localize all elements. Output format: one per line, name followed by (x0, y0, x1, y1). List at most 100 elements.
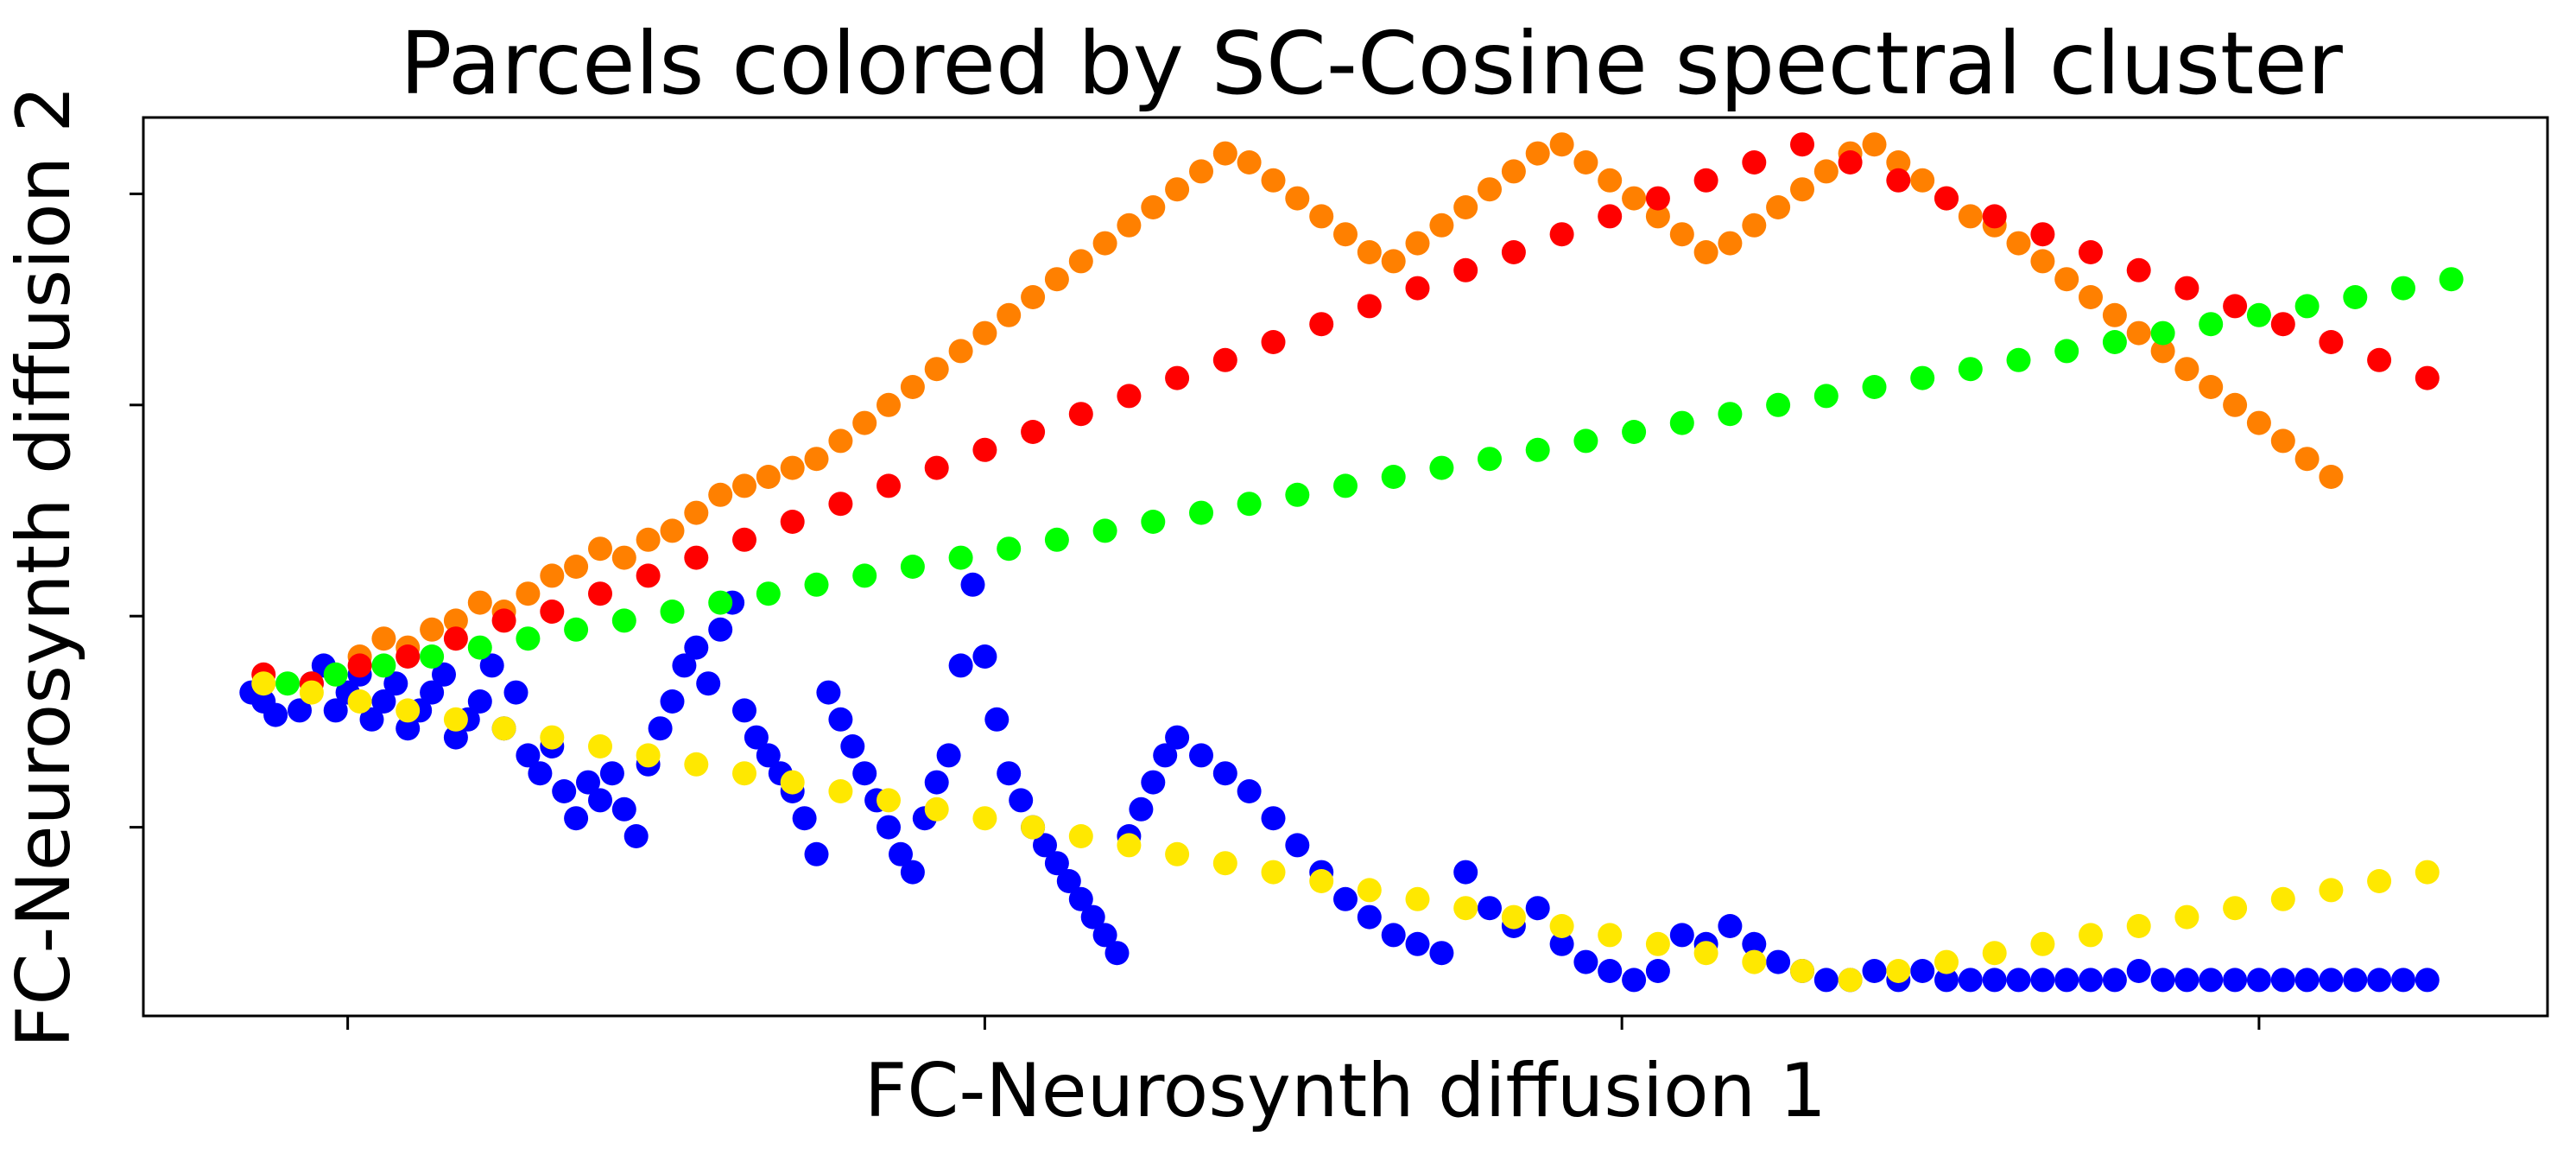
scatter-point-s2-4 (443, 626, 468, 651)
scatter-point-s1-81 (2294, 447, 2320, 472)
scatter-point-s3-9 (708, 590, 733, 615)
scatter-point-s0-10 (371, 689, 396, 714)
scatter-point-s4-35 (1934, 949, 1959, 974)
scatter-point-s0-12 (396, 716, 421, 741)
scatter-point-s0-118 (2174, 968, 2199, 993)
scatter-point-s3-30 (1718, 402, 1743, 427)
scatter-point-s1-44 (1405, 231, 1430, 256)
scatter-point-s0-79 (1237, 779, 1262, 803)
scatter-point-s3-10 (756, 581, 781, 606)
scatter-point-s0-73 (1129, 796, 1154, 822)
scatter-point-s0-83 (1333, 886, 1358, 911)
scatter-point-s3-19 (1189, 500, 1213, 525)
scatter-point-s2-29 (1645, 186, 1670, 211)
scatter-point-s0-56 (924, 770, 949, 795)
scatter-point-s0-59 (960, 572, 985, 597)
scatter-point-s3-31 (1766, 392, 1791, 417)
scatter-point-s2-7 (588, 581, 612, 606)
scatter-point-s2-19 (1165, 365, 1190, 390)
scatter-point-s2-22 (1309, 312, 1334, 337)
scatter-point-s1-53 (1622, 186, 1647, 211)
scatter-point-s4-14 (924, 796, 949, 822)
scatter-point-s0-69 (1080, 904, 1105, 930)
scatter-point-s4-36 (1982, 941, 2007, 966)
scatter-point-s0-57 (936, 743, 961, 768)
scatter-point-s0-68 (1068, 886, 1093, 911)
scatter-point-s0-99 (1718, 914, 1743, 938)
scatter-point-s3-40 (2199, 312, 2224, 337)
scatter-point-s1-41 (1333, 222, 1358, 247)
scatter-point-s0-6 (323, 698, 348, 723)
scatter-point-s2-6 (540, 600, 565, 624)
scatter-point-s1-75 (2150, 339, 2175, 364)
scatter-point-s1-1 (371, 626, 396, 651)
scatter-point-s1-76 (2174, 357, 2199, 382)
scatter-point-s1-20 (828, 428, 853, 454)
scatter-point-s3-32 (1813, 384, 1839, 409)
scatter-point-s3-7 (611, 608, 636, 633)
scatter-point-s4-18 (1117, 833, 1142, 858)
scatter-point-s2-32 (1790, 132, 1814, 157)
scatter-point-s0-47 (816, 680, 841, 705)
scatter-point-s3-5 (516, 626, 541, 651)
scatter-point-s0-21 (503, 680, 528, 705)
scatter-point-s3-2 (371, 653, 396, 678)
scatter-point-s3-38 (2102, 330, 2127, 354)
scatter-point-s0-31 (623, 824, 649, 848)
scatter-point-s4-34 (1886, 959, 1911, 983)
scatter-point-s3-41 (2246, 302, 2271, 327)
scatter-point-s0-117 (2150, 968, 2175, 993)
scatter-point-s4-9 (684, 752, 709, 777)
scatter-point-s3-23 (1381, 465, 1406, 489)
scatter-point-s0-49 (840, 734, 865, 758)
scatter-point-s2-37 (2030, 222, 2055, 247)
scatter-point-s4-43 (2319, 878, 2344, 903)
scatter-point-s0-27 (576, 770, 600, 795)
scatter-point-s2-10 (732, 527, 756, 552)
scatter-point-s1-42 (1357, 240, 1382, 264)
scatter-point-s0-86 (1405, 931, 1430, 956)
scatter-point-s3-25 (1478, 447, 1502, 472)
scatter-point-s0-122 (2270, 968, 2295, 993)
scatter-point-s4-37 (2030, 931, 2055, 956)
scatter-point-s0-18 (467, 689, 492, 714)
scatter-point-s3-13 (900, 555, 925, 579)
scatter-point-s1-48 (1501, 159, 1526, 184)
scatter-point-s0-28 (588, 788, 612, 813)
scatter-point-s0-67 (1056, 869, 1081, 893)
scatter-point-s0-107 (1910, 959, 1935, 983)
scatter-point-s4-2 (347, 689, 372, 714)
scatter-point-s2-21 (1261, 330, 1286, 354)
scatter-point-s1-9 (564, 555, 589, 579)
scatter-point-s1-77 (2199, 375, 2224, 399)
plot-frame (142, 116, 2549, 1018)
scatter-point-s3-26 (1525, 437, 1550, 462)
scatter-point-s0-77 (1189, 743, 1213, 768)
scatter-point-s3-15 (997, 536, 1022, 562)
x-axis-label: FC-Neurosynth diffusion 1 (864, 1048, 1826, 1134)
scatter-point-s3-11 (804, 572, 829, 597)
scatter-point-s4-19 (1165, 841, 1190, 866)
scatter-point-s1-47 (1478, 177, 1502, 202)
scatter-point-s1-52 (1598, 168, 1623, 193)
scatter-point-s2-41 (2223, 294, 2248, 319)
scatter-point-s0-11 (383, 671, 408, 696)
scatter-point-s0-3 (288, 698, 312, 723)
scatter-point-s3-16 (1044, 527, 1069, 552)
scatter-point-s1-40 (1309, 204, 1334, 229)
scatter-point-s4-42 (2270, 886, 2295, 911)
scatter-point-s2-13 (877, 473, 901, 498)
scatter-point-s4-28 (1598, 923, 1623, 948)
scatter-point-s3-17 (1092, 518, 1117, 543)
scatter-point-s0-19 (479, 653, 504, 678)
scatter-point-s0-111 (2006, 968, 2031, 993)
scatter-point-s1-25 (948, 339, 973, 364)
scatter-point-s3-36 (2006, 347, 2031, 372)
scatter-point-s0-65 (1033, 833, 1057, 858)
scatter-point-s0-127 (2391, 968, 2415, 993)
scatter-point-s0-88 (1453, 860, 1478, 885)
scatter-point-s0-36 (684, 635, 709, 660)
scatter-point-s1-28 (1021, 285, 1046, 309)
scatter-point-s1-70 (2030, 249, 2055, 274)
